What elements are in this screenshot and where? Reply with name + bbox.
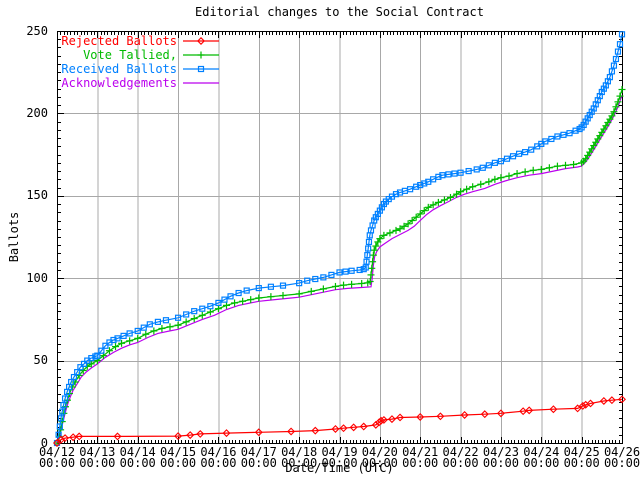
chart-title: Editorial changes to the Social Contract [195,5,484,19]
x-tick-label: 04/26 00:00 [600,445,640,470]
axes [57,31,623,444]
series-received-ballots [53,31,626,447]
legend-label: Acknowledgements [61,76,177,90]
x-tick-date: 04/14 [119,445,156,459]
x-tick-date: 04/23 [482,445,519,459]
x-tick-date: 04/26 [603,445,640,459]
x-tick-date: 04/12 [38,445,76,459]
x-tick-date: 04/16 [200,445,237,459]
y-tick-label: 0 [40,435,48,450]
y-axis-label: Ballots [7,211,21,263]
x-tick-label: 04/16 00:00 [196,445,240,470]
x-axis-label: Date/Time (UTC) [285,461,394,475]
gridlines [57,31,622,443]
x-tick-time: 00:00 [402,456,439,470]
x-tick-time: 00:00 [523,456,560,470]
series-vote-tallied [53,86,626,447]
x-tick-label: 04/18 00:00 [277,445,321,470]
y-tick-label: 200 [26,105,48,120]
legend-label: Received Ballots [61,62,177,76]
y-tick-label: 250 [26,23,48,38]
x-tick-label: 04/24 00:00 [519,445,563,470]
x-tick-time: 00:00 [200,456,237,470]
series-acknowledgements [56,95,623,444]
x-tick-date: 04/18 [281,445,318,459]
x-tick-date: 04/21 [402,445,439,459]
x-tick-label: 04/22 00:00 [439,445,483,470]
x-tick-label: 04/23 00:00 [479,445,523,470]
x-tick-label: 04/13 00:00 [75,445,119,470]
legend-label: Rejected Ballots [61,34,177,48]
x-tick-time: 00:00 [361,456,398,470]
x-tick-label: 04/19 00:00 [318,445,362,470]
x-tick-time: 00:00 [603,456,640,470]
y-tick-label: 50 [33,353,48,368]
x-tick-date: 04/13 [79,445,116,459]
x-tick-time: 00:00 [38,456,76,470]
y-tick-label: 150 [26,188,48,203]
legend-item-rejected-ballots: Rejected Ballots [61,34,219,48]
x-tick-time: 00:00 [240,456,277,470]
x-tick-date: 04/17 [240,445,277,459]
x-tick-date: 04/15 [160,445,197,459]
x-tick-date: 04/19 [321,445,358,459]
x-tick-date: 04/25 [563,445,600,459]
y-tick-label: 100 [26,270,48,285]
x-tick-time: 00:00 [119,456,156,470]
x-tick-label: 04/12 00:00 [35,445,79,470]
x-tick-time: 00:00 [160,456,197,470]
x-tick-label: 04/15 00:00 [156,445,200,470]
legend-item-acknowledgements: Acknowledgements [61,76,219,90]
x-tick-label: 04/14 00:00 [116,445,160,470]
x-tick-time: 00:00 [563,456,600,470]
legend-item-received-ballots: Received Ballots [61,62,219,76]
x-tick-time: 00:00 [442,456,479,470]
x-tick-date: 04/24 [523,445,560,459]
legend-item-vote-tallied: Vote Tallied, [83,48,219,62]
x-tick-date: 04/20 [361,445,398,459]
x-tick-time: 00:00 [79,456,116,470]
x-tick-time: 00:00 [281,456,318,470]
x-tick-label: 04/21 00:00 [398,445,442,470]
x-tick-label: 04/20 00:00 [358,445,402,470]
x-tick-time: 00:00 [321,456,358,470]
x-tick-date: 04/22 [442,445,479,459]
legend-label: Vote Tallied, [83,48,177,62]
x-tick-time: 00:00 [482,456,519,470]
series-rejected-ballots [53,395,626,447]
x-tick-label: 04/17 00:00 [237,445,281,470]
x-tick-label: 04/25 00:00 [560,445,604,470]
